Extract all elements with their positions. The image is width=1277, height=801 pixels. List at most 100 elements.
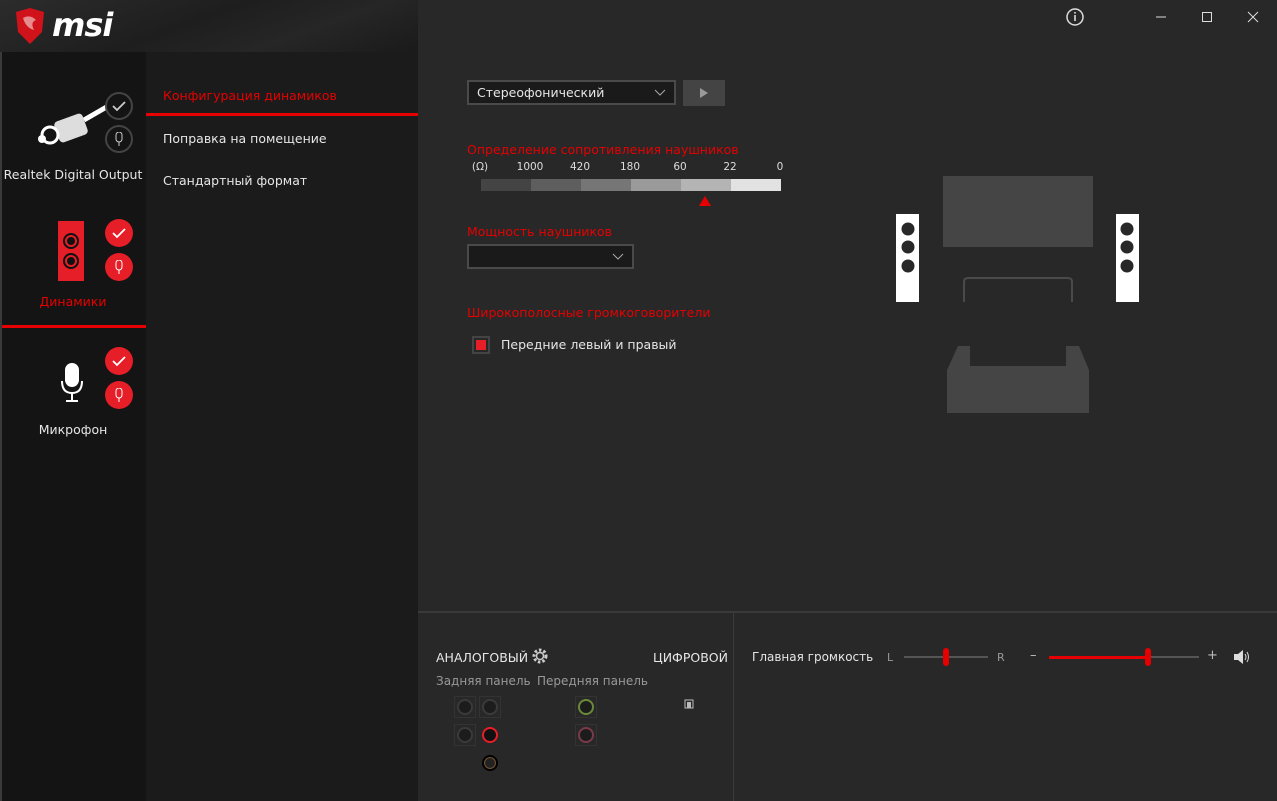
default-device-badge[interactable]	[105, 219, 133, 247]
impedance-segment	[631, 179, 681, 191]
minimize-button[interactable]	[1146, 4, 1176, 30]
jack-ring	[578, 699, 594, 715]
volume-thumb[interactable]	[1145, 648, 1151, 666]
device-microphone[interactable]: Микрофон	[0, 345, 146, 445]
impedance-title: Определение сопротивления наушников	[467, 142, 739, 157]
speaker-icon	[58, 221, 84, 281]
device-digital-output[interactable]: Realtek Digital Output	[0, 85, 146, 195]
balance-slider[interactable]	[904, 648, 988, 666]
speaker-config-select[interactable]: Стереофонический	[467, 80, 676, 105]
impedance-segment	[681, 179, 731, 191]
jack-ring	[457, 727, 473, 743]
fullrange-title: Широкополосные громкоговорители	[467, 305, 711, 320]
balance-thumb[interactable]	[943, 648, 949, 666]
balance-right-label: R	[997, 651, 1005, 664]
device-speakers[interactable]: Динамики	[0, 215, 146, 325]
impedance-tick: 420	[569, 161, 591, 173]
jack-ring	[457, 699, 473, 715]
default-comm-badge[interactable]	[105, 381, 133, 409]
check-icon	[112, 101, 126, 112]
digital-cable-icon	[38, 102, 112, 145]
rear-jack[interactable]	[479, 752, 501, 774]
minimize-icon	[1156, 16, 1166, 18]
spdif-port-icon[interactable]	[684, 699, 694, 709]
jack-ring	[482, 755, 498, 771]
device-label: Realtek Digital Output	[3, 167, 143, 182]
speaker-layout-diagram	[896, 176, 1139, 413]
active-menu-indicator	[146, 113, 418, 116]
jack-ring	[482, 699, 498, 715]
checkbox-fill	[476, 340, 486, 350]
impedance-tick: (Ω)	[471, 161, 489, 173]
speaker-volume-icon[interactable]	[1233, 650, 1251, 664]
menu-item-default-format[interactable]: Стандартный формат	[163, 173, 308, 188]
chevron-down-icon	[654, 89, 666, 96]
default-device-badge[interactable]	[105, 92, 133, 120]
front-jack-mic[interactable]	[575, 724, 597, 746]
gear-icon[interactable]	[531, 647, 549, 665]
impedance-segment	[531, 179, 581, 191]
front-panel-label: Передняя панель	[537, 674, 648, 688]
maximize-icon	[1202, 12, 1212, 22]
active-device-indicator	[2, 325, 146, 328]
brand-logo: msi	[52, 6, 113, 44]
digital-label: ЦИФРОВОЙ	[653, 650, 728, 665]
impedance-marker-icon	[699, 196, 711, 206]
info-circle-icon	[1066, 8, 1084, 26]
rear-panel-label: Задняя панель	[436, 674, 531, 688]
impedance-tick: 1000	[516, 161, 544, 173]
chevron-down-icon	[612, 253, 624, 260]
power-title: Мощность наушников	[467, 224, 613, 239]
settings-menu	[146, 0, 418, 801]
volume-minus[interactable]: –	[1030, 648, 1037, 663]
impedance-segment	[481, 179, 531, 191]
msi-dragon-shield-icon	[16, 8, 44, 44]
impedance-tick: 0	[776, 161, 784, 173]
microphone-small-icon	[115, 388, 123, 402]
impedance-segment	[731, 179, 781, 191]
analog-label: АНАЛОГОВЫЙ	[436, 650, 529, 665]
microphone-small-icon	[115, 260, 123, 274]
info-button[interactable]	[1060, 4, 1090, 30]
bottom-divider	[418, 611, 1277, 613]
balance-left-label: L	[887, 651, 894, 664]
play-test-button[interactable]	[683, 80, 725, 106]
headphone-power-select[interactable]	[467, 244, 634, 269]
impedance-tick: 180	[619, 161, 641, 173]
close-icon	[1247, 11, 1259, 23]
rear-jack[interactable]	[454, 696, 476, 718]
impedance-segment	[581, 179, 631, 191]
left-speaker-icon[interactable]	[896, 214, 919, 302]
impedance-tick: 60	[673, 161, 687, 173]
menu-item-speaker-config[interactable]: Конфигурация динамиков	[163, 88, 337, 103]
rear-jack[interactable]	[454, 724, 476, 746]
default-comm-badge[interactable]	[105, 125, 133, 153]
rear-jack[interactable]	[479, 696, 501, 718]
right-speaker-icon[interactable]	[1116, 214, 1139, 302]
volume-slider[interactable]	[1049, 648, 1199, 666]
check-icon	[112, 356, 126, 367]
app-header: msi	[0, 0, 418, 52]
tv-screen	[943, 176, 1093, 247]
default-comm-badge[interactable]	[105, 253, 133, 281]
master-volume-label: Главная громкость	[752, 650, 874, 664]
maximize-button[interactable]	[1192, 4, 1222, 30]
fullrange-checkbox[interactable]	[472, 336, 490, 354]
rear-jack-active[interactable]	[479, 724, 501, 746]
volume-fill	[1049, 655, 1148, 659]
default-device-badge[interactable]	[105, 347, 133, 375]
check-icon	[112, 228, 126, 239]
menu-item-room-correction[interactable]: Поправка на помещение	[163, 131, 327, 146]
volume-plus[interactable]: +	[1207, 648, 1218, 663]
select-value: Стереофонический	[477, 85, 605, 100]
device-label: Динамики	[39, 294, 107, 309]
close-button[interactable]	[1238, 4, 1268, 30]
jack-ring	[482, 727, 498, 743]
sofa-icon	[947, 346, 1089, 413]
microphone-small-icon	[115, 132, 123, 146]
impedance-tick: 22	[723, 161, 737, 173]
jack-ring	[578, 727, 594, 743]
front-jack-headphone[interactable]	[575, 696, 597, 718]
play-icon	[700, 88, 708, 98]
fullrange-option-label: Передние левый и правый	[501, 337, 677, 352]
